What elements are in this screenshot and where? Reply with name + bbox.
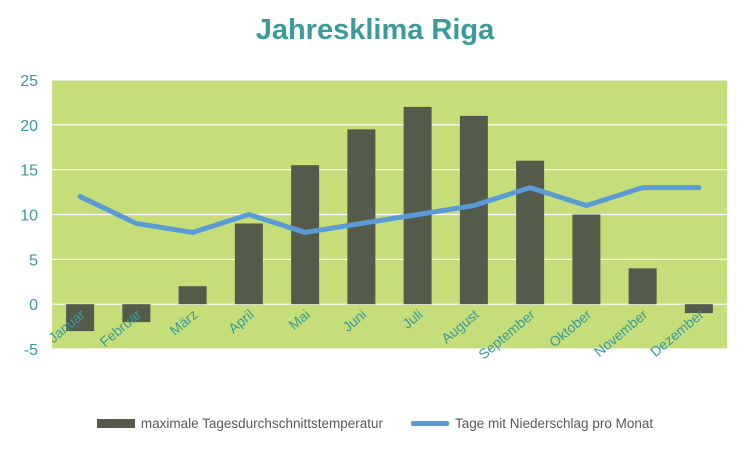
y-tick-label: 5 <box>29 252 38 269</box>
bar <box>66 304 95 332</box>
bar <box>572 214 601 305</box>
bar <box>122 304 151 323</box>
legend-item-line: Tage mit Niederschlag pro Monat <box>411 416 653 431</box>
bar <box>684 304 713 314</box>
bar <box>347 129 376 305</box>
bar <box>178 286 207 305</box>
y-tick-label: 20 <box>20 118 38 135</box>
chart-title: Jahresklima Riga <box>255 14 495 46</box>
legend-swatch-line <box>411 420 449 426</box>
bar <box>628 268 657 305</box>
legend-swatch-bars <box>96 418 135 428</box>
bar <box>234 223 263 305</box>
y-tick-label: 25 <box>20 73 38 90</box>
legend: maximale Tagesdurchschnittstemperatur Ta… <box>0 412 750 434</box>
legend-label-bars: maximale Tagesdurchschnittstemperatur <box>140 415 383 431</box>
y-tick-label: -5 <box>24 342 38 359</box>
legend-item-bars: maximale Tagesdurchschnittstemperatur <box>96 415 383 431</box>
bar <box>516 160 545 305</box>
y-tick-label: 10 <box>20 208 38 225</box>
bar <box>403 106 432 305</box>
y-tick-label: 15 <box>20 163 38 180</box>
line-series-precipitation <box>77 185 702 235</box>
bar <box>459 115 488 305</box>
y-tick-label: 0 <box>29 297 38 314</box>
legend-label-line: Tage mit Niederschlag pro Monat <box>455 415 654 431</box>
